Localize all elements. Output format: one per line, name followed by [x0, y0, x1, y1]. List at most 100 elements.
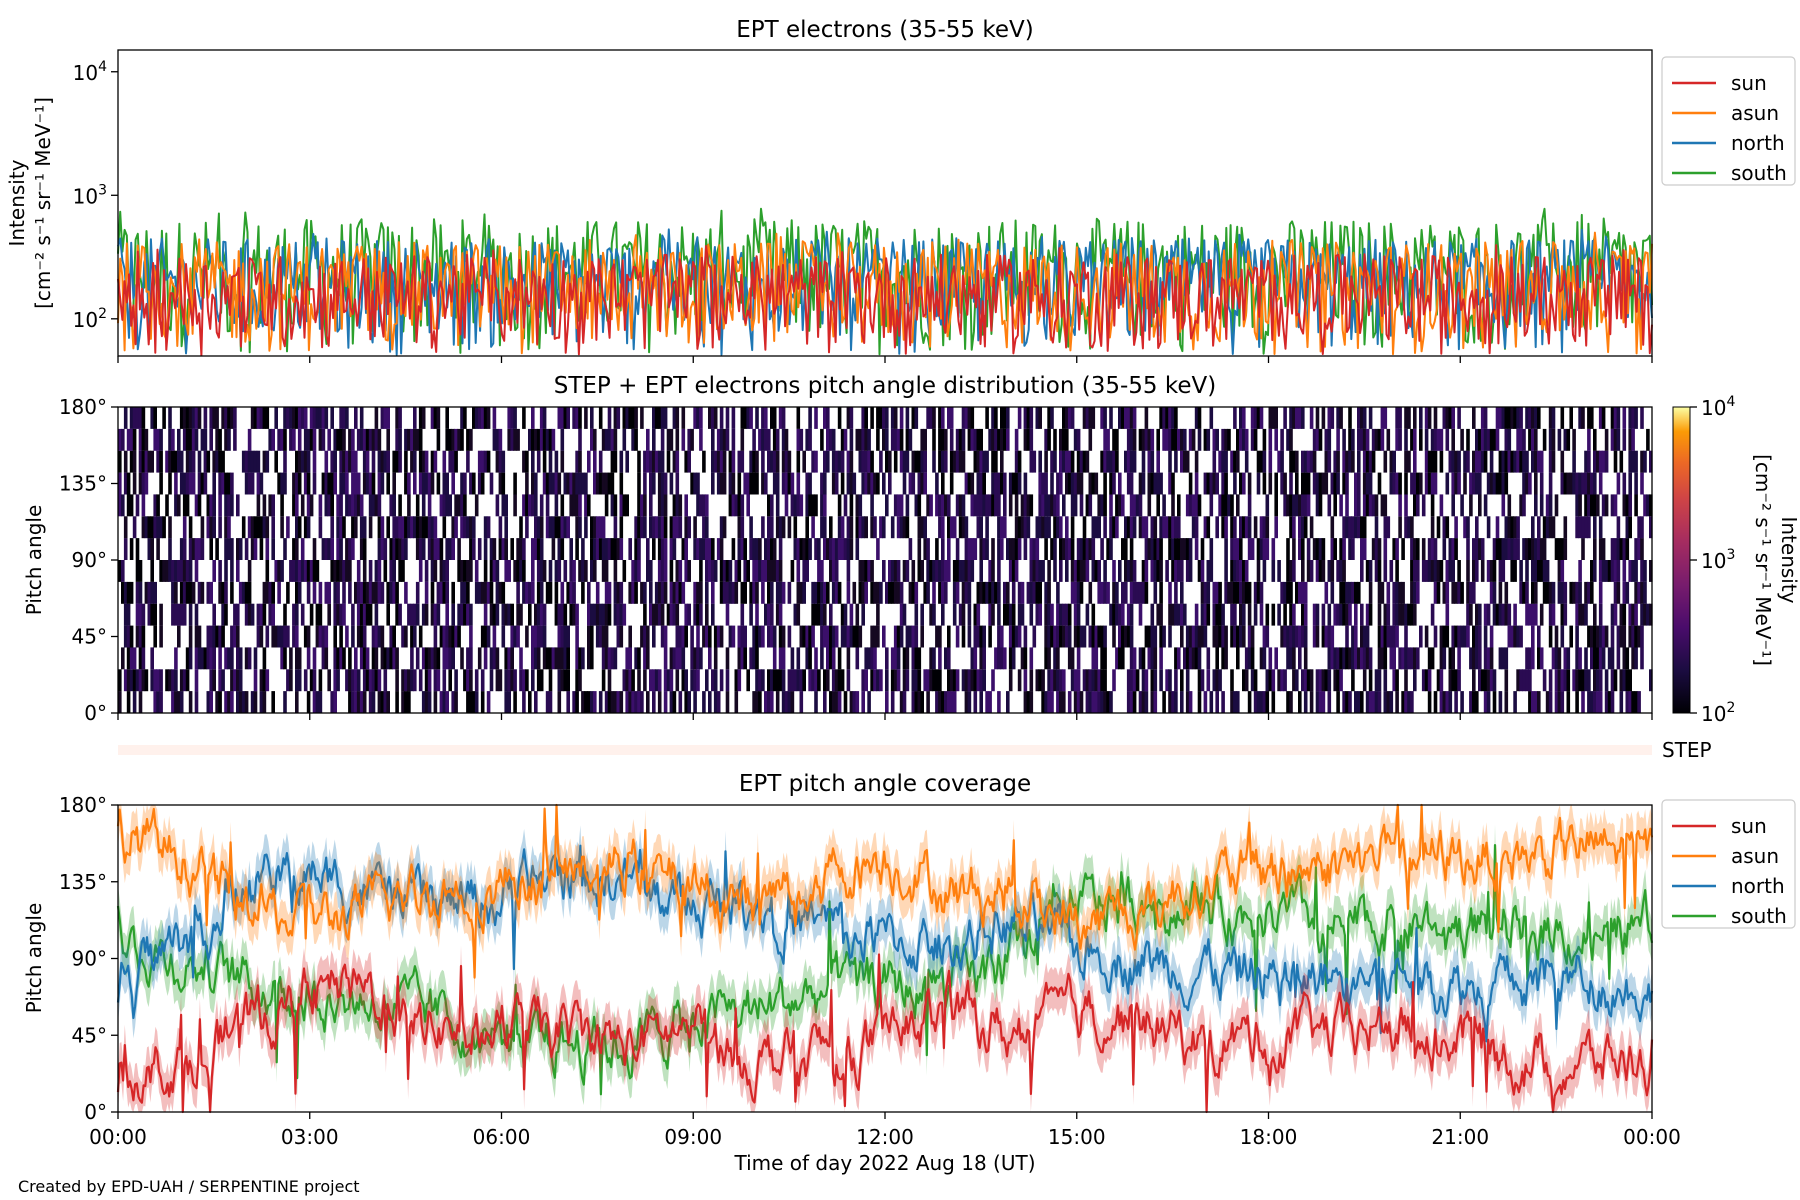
- heatmap-cell: [1354, 472, 1358, 495]
- heatmap-cell: [557, 516, 562, 539]
- heatmap-cell: [1590, 560, 1594, 582]
- heatmap-cell: [1006, 428, 1010, 451]
- heatmap-cell: [1262, 516, 1267, 539]
- heatmap-cell: [174, 603, 178, 626]
- heatmap-cell: [1262, 538, 1267, 560]
- heatmap-cell: [218, 669, 222, 692]
- heatmap-cell: [144, 472, 149, 495]
- heatmap-cell: [144, 428, 149, 451]
- heatmap-cell: [1303, 603, 1308, 626]
- heatmap-cell: [991, 428, 995, 451]
- heatmap-cell: [631, 581, 635, 604]
- heatmap-cell: [1156, 538, 1160, 560]
- heatmap-cell: [896, 494, 901, 517]
- heatmap-cell: [681, 428, 686, 451]
- heatmap-cell: [1047, 516, 1051, 539]
- heatmap-cell: [1395, 407, 1399, 429]
- heatmap-cell: [1498, 603, 1503, 626]
- heatmap-cell: [1023, 625, 1028, 648]
- heatmap-cell: [967, 669, 972, 692]
- heatmap-cell: [463, 407, 467, 429]
- heatmap-cell: [1233, 538, 1237, 560]
- heatmap-cell: [303, 450, 308, 473]
- heatmap-cell: [1295, 669, 1299, 692]
- heatmap-cell: [557, 407, 562, 429]
- heatmap-cell: [1419, 625, 1423, 648]
- heatmap-cell: [1513, 538, 1517, 560]
- heatmap-cell: [501, 472, 506, 495]
- heatmap-cell: [1613, 407, 1618, 429]
- heatmap-cell: [230, 691, 234, 713]
- heatmap-cell: [852, 625, 857, 648]
- heatmap-cell: [1510, 538, 1514, 560]
- heatmap-cell: [1197, 647, 1202, 670]
- heatmap-cell: [575, 538, 579, 560]
- heatmap-cell: [767, 428, 771, 451]
- heatmap-cell: [1053, 669, 1057, 692]
- heatmap-cell: [1070, 647, 1075, 670]
- heatmap-cell: [303, 516, 308, 539]
- heatmap-cell: [451, 538, 455, 560]
- heatmap-cell: [259, 472, 264, 495]
- heatmap-cell: [224, 691, 228, 713]
- heatmap-cell: [371, 647, 376, 670]
- heatmap-cell: [929, 603, 933, 626]
- heatmap-cell: [885, 691, 889, 713]
- heatmap-cell: [1159, 516, 1163, 539]
- heatmap-cell: [1112, 428, 1116, 451]
- heatmap-cell: [418, 472, 423, 495]
- heatmap-cell: [1501, 472, 1506, 495]
- heatmap-cell: [256, 516, 261, 539]
- heatmap-cell: [840, 538, 845, 560]
- heatmap-cell: [492, 538, 497, 560]
- heatmap-cell: [330, 516, 334, 539]
- heatmap-cell: [1165, 560, 1169, 582]
- heatmap-cell: [421, 450, 426, 473]
- heatmap-cell: [781, 669, 786, 692]
- heatmap-cell: [1124, 560, 1128, 582]
- heatmap-cell: [598, 538, 603, 560]
- heatmap-cell: [961, 669, 966, 692]
- heatmap-cell: [477, 538, 482, 560]
- heatmap-cell: [215, 625, 219, 648]
- heatmap-cell: [1188, 428, 1193, 451]
- heatmap-cell: [1253, 691, 1258, 713]
- heatmap-cell: [424, 516, 429, 539]
- heatmap-cell: [1377, 538, 1382, 560]
- heatmap-cell: [1357, 691, 1361, 713]
- heatmap-cell: [988, 581, 992, 604]
- heatmap-cell: [899, 691, 904, 713]
- heatmap-cell: [171, 560, 175, 582]
- heatmap-cell: [280, 647, 284, 670]
- heatmap-cell: [1489, 647, 1494, 670]
- heatmap-cell: [1109, 691, 1113, 713]
- heatmap-cell: [212, 603, 216, 626]
- heatmap-cell: [236, 691, 240, 713]
- heatmap-cell: [1147, 625, 1152, 648]
- heatmap-cell: [911, 691, 916, 713]
- heatmap-cell: [657, 407, 662, 429]
- heatmap-cell: [646, 450, 650, 473]
- heatmap-cell: [1410, 560, 1414, 582]
- heatmap-cell: [259, 691, 264, 713]
- heatmap-cell: [135, 538, 140, 560]
- heatmap-cell: [536, 669, 541, 692]
- heatmap-cell: [247, 647, 252, 670]
- heatmap-cell: [1295, 625, 1299, 648]
- heatmap-cell: [480, 472, 485, 495]
- heatmap-cell: [407, 603, 411, 626]
- heatmap-cell: [522, 560, 526, 582]
- heatmap-cell: [1472, 625, 1476, 648]
- heatmap-cell: [722, 472, 727, 495]
- heatmap-cell: [442, 450, 447, 473]
- heatmap-cell: [1587, 407, 1591, 429]
- heatmap-cell: [354, 647, 358, 670]
- heatmap-cell: [1616, 581, 1621, 604]
- heatmap-cell: [504, 560, 508, 582]
- heatmap-cell: [1492, 560, 1497, 582]
- heatmap-cell: [1315, 691, 1320, 713]
- heatmap-cell: [932, 407, 936, 429]
- heatmap-cell: [1416, 538, 1420, 560]
- heatmap-cell: [339, 625, 343, 648]
- heatmap-cell: [1640, 516, 1644, 539]
